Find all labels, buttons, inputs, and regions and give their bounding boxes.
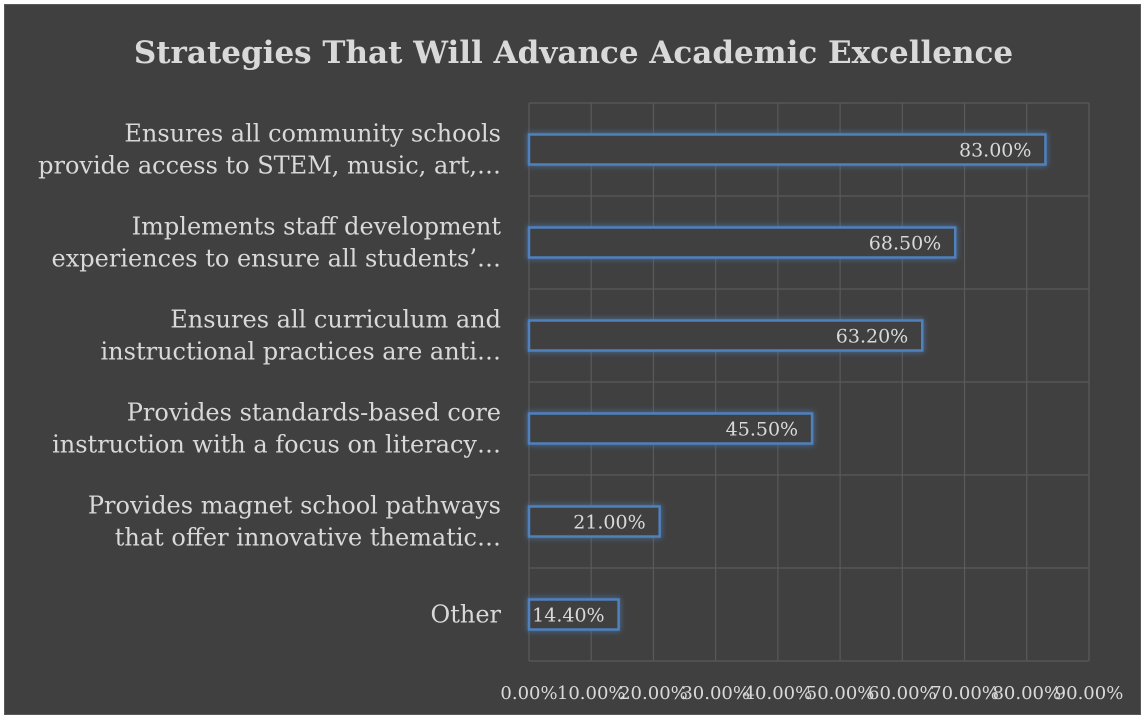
category-label: Provides magnet school pathways [88,492,501,520]
x-tick-label: 0.00% [500,683,557,704]
bars: 83.00% 68.50% 63.20% 45.50% 21.00% 14.40% [527,133,1047,631]
chart-title: Strategies That Will Advance Academic Ex… [133,35,1014,71]
category-label: Ensures all curriculum and [170,306,501,334]
category-label: Other [431,601,502,629]
category-label: instruction with a focus on literacy… [52,431,501,459]
category-label: Provides standards-based core [127,399,501,427]
x-tick-label: 20.00% [619,683,688,704]
x-tick-label: 90.00% [1055,683,1124,704]
bar [527,598,620,631]
category-label: provide access to STEM, music, art,… [38,152,501,180]
x-axis-ticks: 0.00% 10.00%20.00%30.00%40.00%50.00%60.00… [500,683,1123,704]
x-tick-label: 50.00% [806,683,875,704]
bar [527,412,814,445]
x-tick-label: 30.00% [681,683,750,704]
data-label: 14.40% [532,605,604,627]
category-label: Implements staff development [132,213,502,241]
x-tick-label: 10.00% [557,683,626,704]
bar-chart: 83.00% 68.50% 63.20% 45.50% 21.00% 14.40% Ens… [38,102,1123,704]
category-labels: Ensures all community schools provide acc… [38,120,501,629]
bar [527,505,661,538]
chart-area: Strategies That Will Advance Academic Ex… [4,4,1141,715]
data-label: 83.00% [959,140,1031,162]
bar [527,133,1047,166]
category-label: that offer innovative thematic… [115,524,501,552]
x-tick-label: 70.00% [930,683,999,704]
category-label: instructional practices are anti… [101,338,502,366]
data-label: 63.20% [836,326,908,348]
category-label: experiences to ensure all students’… [52,245,501,273]
data-label: 21.00% [573,512,645,534]
x-tick-label: 40.00% [744,683,813,704]
x-tick-label: 60.00% [868,683,937,704]
x-tick-label: 80.00% [992,683,1061,704]
data-label: 68.50% [869,233,941,255]
category-label: Ensures all community schools [124,120,501,148]
data-label: 45.50% [726,419,798,441]
bar [527,226,957,259]
bar [527,319,924,352]
gridlines [528,102,1090,662]
